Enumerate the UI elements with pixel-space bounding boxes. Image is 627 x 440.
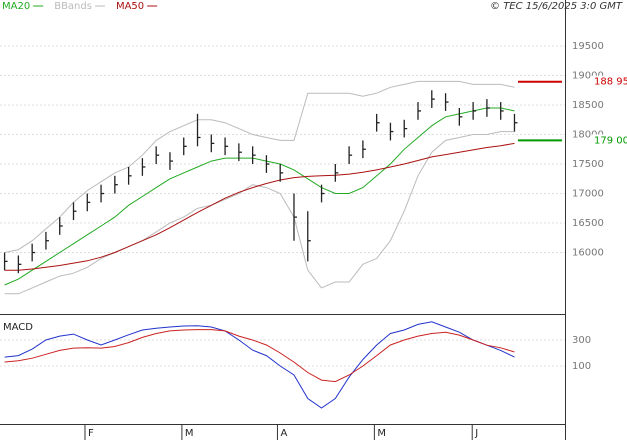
- legend-label: BBands: [54, 1, 92, 12]
- y-tick-label: 100: [572, 361, 591, 372]
- y-tick-label: 19500: [572, 41, 604, 52]
- y-tick-label: 300: [572, 335, 591, 346]
- x-tick-label: A: [280, 428, 287, 439]
- marker-label: 179 00: [594, 135, 627, 146]
- y-tick-label: 17000: [572, 189, 604, 200]
- macd-line: [4, 321, 515, 409]
- y-tick-label: 18500: [572, 100, 604, 111]
- indicator-line: [4, 131, 515, 295]
- x-tick-label: M: [377, 428, 386, 439]
- macd-title: MACD: [3, 322, 33, 333]
- x-tick-label: F: [88, 428, 94, 439]
- x-tick-label: J: [474, 428, 478, 439]
- marker-label-bg: [592, 75, 626, 88]
- y-tick-label: 19000: [572, 71, 604, 82]
- y-tick-label: 16500: [572, 218, 604, 229]
- indicator-line: [4, 142, 515, 271]
- macd-line: [4, 329, 515, 383]
- x-tick-label: M: [185, 428, 194, 439]
- indicator-line: [4, 107, 515, 286]
- marker-label-bg: [592, 134, 626, 147]
- y-tick-label: 17500: [572, 159, 604, 170]
- y-tick-label: 16000: [572, 248, 604, 259]
- y-tick-label: 18000: [572, 130, 604, 141]
- credit: © TEC 15/6/2025 3:0 GMT: [490, 1, 623, 12]
- legend-label: MA20: [2, 1, 30, 12]
- legend-label: MA50: [116, 1, 144, 12]
- marker-label: 188 95: [594, 77, 627, 88]
- indicator-line: [4, 80, 515, 253]
